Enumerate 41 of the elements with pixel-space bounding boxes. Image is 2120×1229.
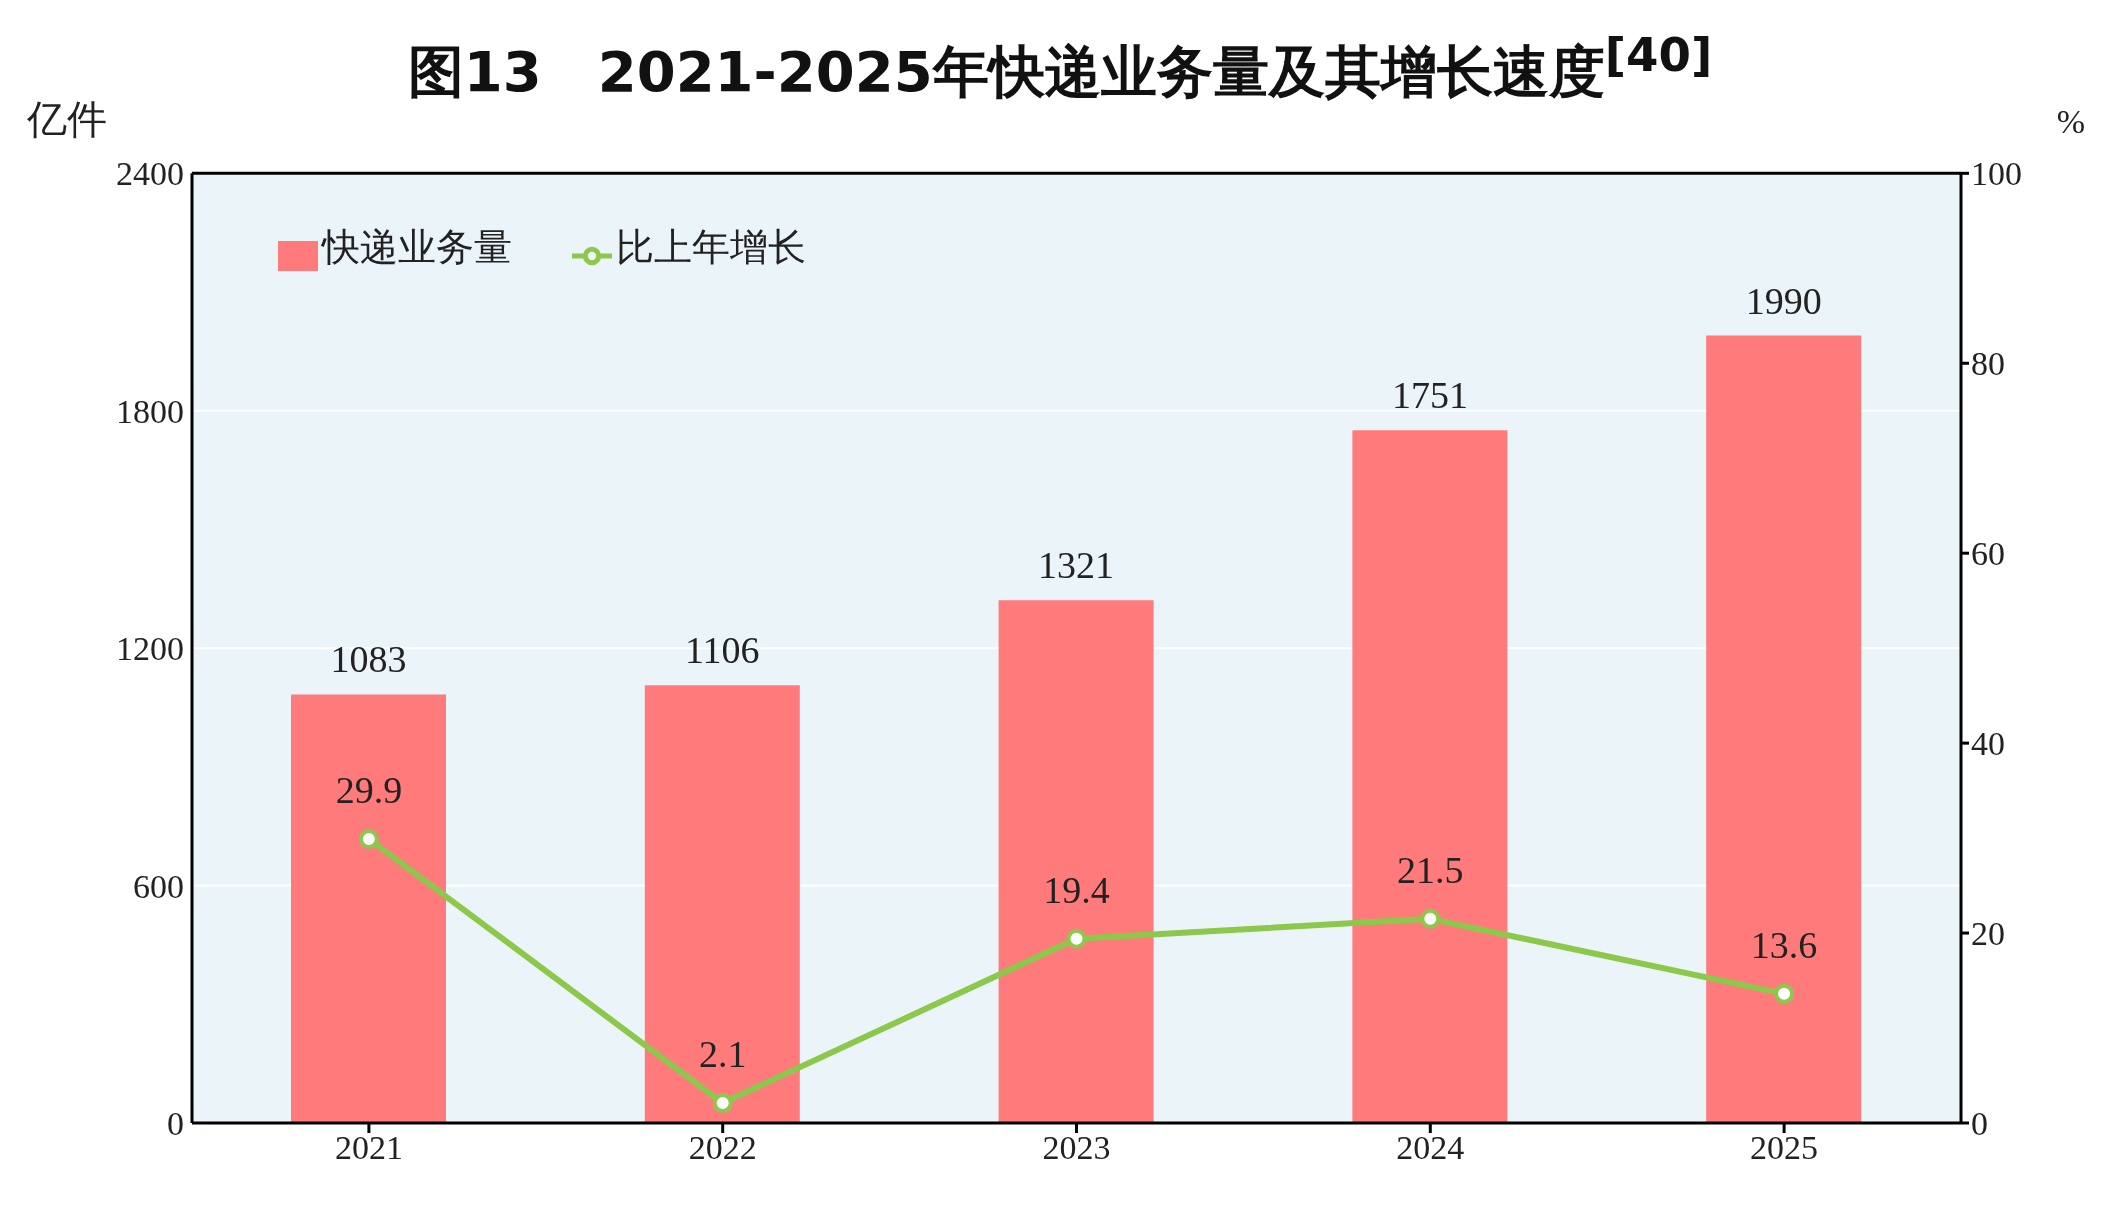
y2-tick-label: 0 [1971,1105,1988,1143]
y-tick-label: 1200 [116,630,184,668]
y2-tick-label: 80 [1971,345,2005,383]
y-tick-label: 0 [167,1105,184,1143]
data-label: 13.6 [1750,923,1818,966]
x-tick-label: 2023 [1042,1129,1111,1167]
point [712,1093,733,1114]
legend-label: 比上年增长 [616,225,806,269]
data-label: 19.4 [1043,868,1110,911]
bar [291,694,446,1123]
y-axis-title: 亿件 [26,96,107,143]
bar [644,685,800,1123]
point [358,829,379,850]
x-tick-label: 2021 [334,1129,403,1167]
bar [1706,335,1862,1123]
y-tick-label: 600 [133,867,184,905]
point [1066,928,1087,949]
x-tick-label: 2025 [1750,1129,1819,1167]
y-tick-label: 1800 [116,392,184,430]
chart-title: 图13 2021-2025年快递业务量及其增长速度$^{[40]}$ [407,28,1713,104]
data-label: 29.9 [335,769,403,812]
data-label: 1106 [685,629,760,672]
data-label: 21.5 [1397,848,1464,891]
bar [998,600,1154,1123]
legend-label: 快递业务量 [322,225,512,269]
y2-tick-label: 40 [1971,725,2005,763]
data-label: 2.1 [698,1033,747,1076]
y2-tick-label: 20 [1971,915,2005,953]
y-tick-label: 2400 [116,155,184,193]
y2-axis-title: % [2056,103,2086,141]
bar [1352,430,1508,1123]
point [1420,908,1441,929]
data-label: 1751 [1391,374,1468,417]
y2-tick-label: 100 [1971,155,2022,193]
x-tick-label: 2024 [1396,1129,1465,1167]
data-label: 1990 [1745,279,1822,322]
point [1774,983,1795,1004]
data-label: 1321 [1038,544,1115,587]
x-tick-label: 2022 [688,1129,757,1167]
y2-tick-label: 60 [1971,535,2005,573]
data-label: 1083 [330,638,407,681]
